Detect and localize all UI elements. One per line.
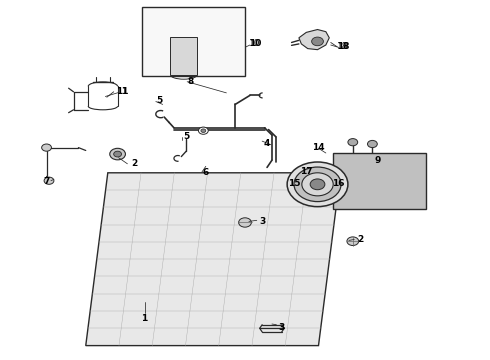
Circle shape bbox=[348, 139, 358, 146]
Circle shape bbox=[397, 176, 402, 179]
Text: 2: 2 bbox=[132, 159, 138, 168]
Circle shape bbox=[368, 140, 377, 148]
Text: 12: 12 bbox=[168, 21, 180, 30]
Bar bbox=[171, 37, 197, 75]
Circle shape bbox=[239, 218, 251, 227]
Text: 9: 9 bbox=[374, 156, 381, 165]
Text: 7: 7 bbox=[43, 177, 50, 186]
Text: 10: 10 bbox=[249, 39, 261, 48]
Bar bbox=[395, 174, 413, 181]
Bar bbox=[333, 153, 426, 209]
Text: 16: 16 bbox=[332, 179, 344, 188]
Text: 12: 12 bbox=[168, 21, 180, 30]
Circle shape bbox=[391, 159, 418, 179]
Text: 18: 18 bbox=[337, 42, 349, 51]
Text: 6: 6 bbox=[203, 168, 209, 177]
Circle shape bbox=[397, 164, 412, 175]
Circle shape bbox=[114, 151, 122, 157]
Text: 11: 11 bbox=[116, 87, 129, 96]
Text: 13: 13 bbox=[168, 33, 180, 42]
Polygon shape bbox=[86, 173, 341, 346]
Text: 11: 11 bbox=[117, 87, 128, 96]
Circle shape bbox=[407, 176, 412, 179]
Text: 3: 3 bbox=[259, 217, 265, 226]
Text: 15: 15 bbox=[288, 179, 300, 188]
Bar bbox=[142, 7, 245, 76]
Circle shape bbox=[198, 127, 208, 134]
Text: 14: 14 bbox=[312, 143, 325, 152]
Circle shape bbox=[347, 237, 359, 246]
Circle shape bbox=[44, 177, 54, 184]
Text: 4: 4 bbox=[264, 139, 270, 148]
Text: 2: 2 bbox=[357, 235, 363, 244]
Text: 5: 5 bbox=[156, 96, 162, 105]
Text: 1: 1 bbox=[142, 314, 147, 323]
Text: 8: 8 bbox=[188, 77, 194, 85]
Text: 10: 10 bbox=[248, 39, 261, 48]
Text: 18: 18 bbox=[337, 42, 349, 51]
Circle shape bbox=[302, 173, 333, 196]
Circle shape bbox=[201, 129, 206, 132]
Polygon shape bbox=[299, 30, 329, 50]
Circle shape bbox=[110, 148, 125, 160]
Text: 13: 13 bbox=[168, 33, 180, 42]
Circle shape bbox=[294, 167, 341, 202]
Circle shape bbox=[287, 162, 348, 207]
Text: 17: 17 bbox=[300, 166, 313, 175]
Circle shape bbox=[312, 37, 323, 46]
Circle shape bbox=[42, 144, 51, 151]
Circle shape bbox=[310, 179, 325, 190]
Circle shape bbox=[181, 22, 187, 27]
Text: 5: 5 bbox=[183, 132, 189, 141]
Text: 3: 3 bbox=[279, 323, 285, 332]
